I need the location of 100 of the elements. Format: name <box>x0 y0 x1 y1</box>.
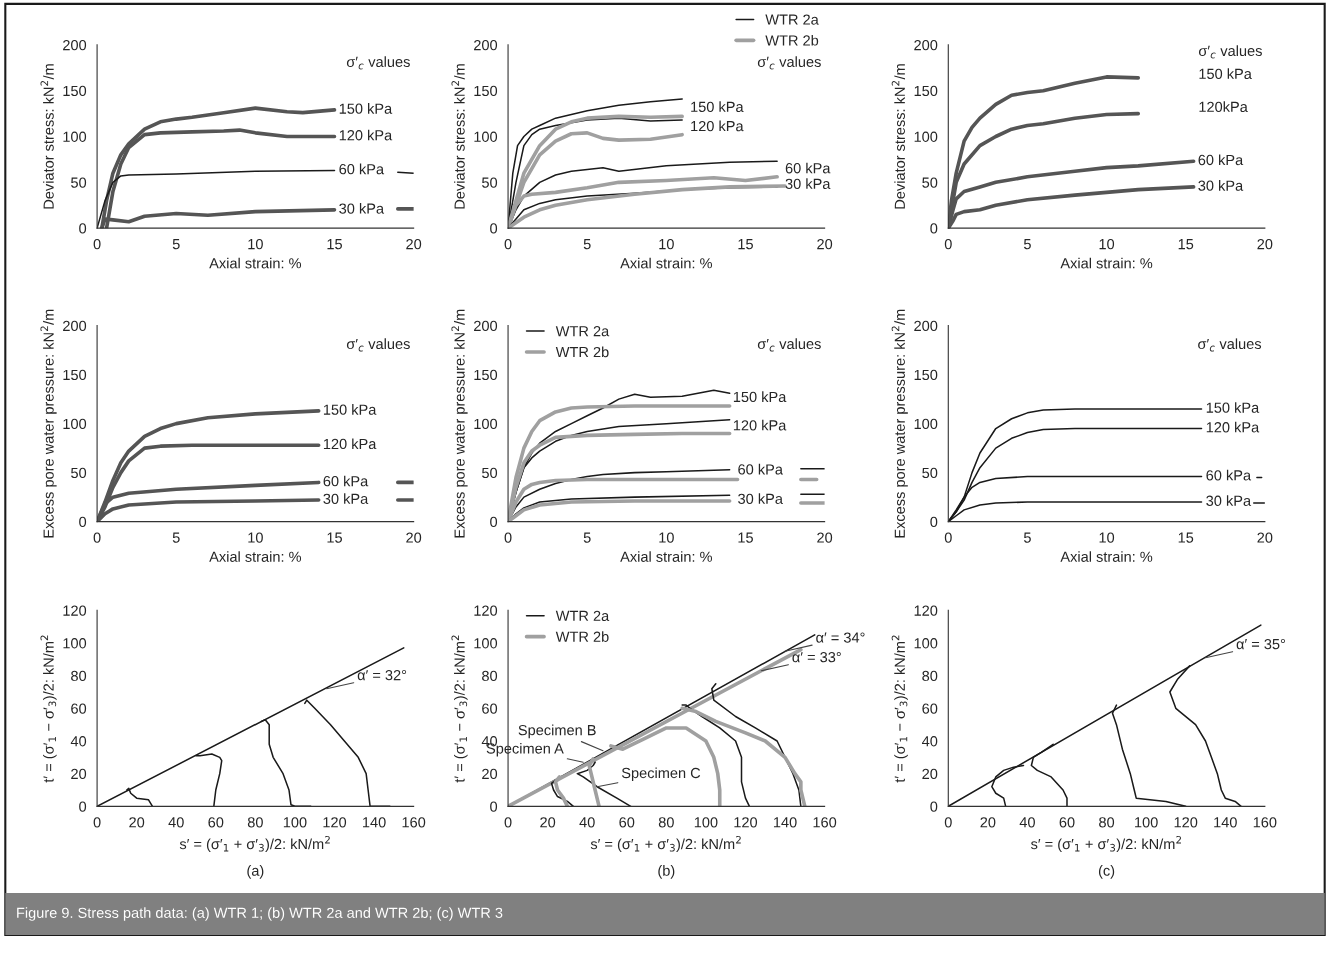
x-tick-label: 0 <box>504 238 512 250</box>
y-axis-title: Excess pore water pressure: kN$^{2}$/m <box>451 309 468 538</box>
x-tick-label: 20 <box>406 532 422 543</box>
x-tick-label: 20 <box>817 238 833 250</box>
x-tick-label: 15 <box>738 532 753 543</box>
annotation: 30 kPa <box>1198 180 1244 191</box>
y-tick-label: 120 <box>474 605 498 616</box>
y-tick-label: 150 <box>914 85 938 97</box>
x-tick-label: 0 <box>93 817 101 828</box>
text: (a) <box>247 865 264 879</box>
x-tick-label: 10 <box>1099 238 1115 250</box>
y-tick-label: 50 <box>922 177 938 188</box>
y-tick-label: 50 <box>71 467 87 479</box>
x-tick-label: 5 <box>583 532 591 543</box>
annotation: Specimen B <box>518 724 596 739</box>
y-tick-label: 0 <box>930 801 938 812</box>
annotation: 120 kPa <box>691 120 744 132</box>
x-axis-title: s′ = (σ′$_{1}$ + σ′$_{3}$)/2: kN/m$^{2}$ <box>179 835 330 853</box>
x-tick-label: 20 <box>540 817 556 828</box>
x-tick-label: 160 <box>402 817 426 828</box>
y-tick-label: 80 <box>922 670 938 682</box>
x-tick-label: 160 <box>1253 817 1277 828</box>
x-tick-label: 10 <box>659 532 674 543</box>
annotation: 150 kPa <box>1206 402 1260 413</box>
x-tick-label: 0 <box>93 238 101 250</box>
y-tick-label: 200 <box>914 320 938 332</box>
y-tick-label: 200 <box>63 320 87 332</box>
y-tick-label: 100 <box>474 638 498 649</box>
y-tick-label: 0 <box>490 801 498 812</box>
x-tick-label: 120 <box>323 817 347 828</box>
legend-label: WTR 2b <box>555 346 609 358</box>
y-axis-title: Deviator stress: kN$^{2}$/m <box>40 64 54 209</box>
y-tick-label: 80 <box>482 670 498 682</box>
annotation: 150 kPa <box>1199 68 1252 80</box>
legend-label: WTR 2a <box>555 610 610 622</box>
annotation: σ′$_{c}$ values <box>346 338 410 352</box>
x-tick-label: 140 <box>363 817 386 828</box>
y-tick-label: 120 <box>914 605 938 616</box>
annotation: 60 kPa <box>738 463 783 475</box>
annotation: σ′$_{c}$ values <box>346 56 410 70</box>
x-tick-label: 100 <box>694 817 718 828</box>
x-tick-label: 5 <box>583 239 591 250</box>
x-axis-title: Axial strain: % <box>209 257 302 269</box>
y-tick-label: 50 <box>482 177 498 188</box>
annotation: 120 kPa <box>1206 421 1260 433</box>
annotation: 30 kPa <box>323 493 369 504</box>
y-axis-title: Deviator stress: kN$^{2}$/m <box>451 64 465 209</box>
x-tick-label: 120 <box>1174 817 1198 828</box>
x-tick-label: 10 <box>248 532 263 543</box>
x-axis-title: s′ = (σ′$_{1}$ + σ′$_{3}$)/2: kN/m$^{2}$ <box>590 835 741 853</box>
annotation: 150 kPa <box>691 101 744 112</box>
y-tick-label: 150 <box>63 85 87 97</box>
annotation: 120 kPa <box>339 129 393 141</box>
x-tick-label: 80 <box>1099 817 1115 828</box>
annotation: α′ = 34° <box>816 632 865 643</box>
x-tick-label: 15 <box>327 239 342 250</box>
y-axis-title: Excess pore water pressure: kN$^{2}$/m <box>891 309 908 538</box>
x-tick-label: 15 <box>1178 239 1194 250</box>
x-axis-title: Axial strain: % <box>209 551 302 562</box>
x-tick-label: 0 <box>93 532 101 543</box>
x-tick-label: 40 <box>579 817 595 828</box>
x-tick-label: 5 <box>1023 532 1031 543</box>
x-tick-label: 15 <box>1178 532 1194 543</box>
x-tick-label: 120 <box>734 817 758 828</box>
x-tick-label: 0 <box>504 532 512 543</box>
y-tick-label: 80 <box>71 670 87 682</box>
y-tick-label: 60 <box>71 703 87 714</box>
y-tick-label: 100 <box>474 131 498 142</box>
x-tick-label: 5 <box>172 532 180 543</box>
annotation: 60 kPa <box>323 475 369 487</box>
x-tick-label: 140 <box>773 817 797 828</box>
y-tick-label: 50 <box>71 177 87 188</box>
annotation: 150 kPa <box>733 391 787 403</box>
y-tick-label: 0 <box>930 516 938 528</box>
x-tick-label: 100 <box>283 817 307 828</box>
annotation: 30 kPa <box>738 493 783 504</box>
annotation: 30 kPa <box>785 178 831 189</box>
x-tick-label: 10 <box>248 238 263 250</box>
annotation: 120 kPa <box>323 438 377 450</box>
y-axis-title: t′ = (σ′$_{1}$ − σ′$_{3}$)/2: kN/m$^{2}$ <box>40 635 57 783</box>
y-tick-label: 0 <box>490 223 498 234</box>
x-tick-label: 20 <box>406 238 422 250</box>
x-axis-title: Axial strain: % <box>620 257 713 269</box>
x-tick-label: 0 <box>944 238 952 250</box>
y-tick-label: 100 <box>914 131 938 142</box>
y-tick-label: 0 <box>79 801 87 812</box>
y-tick-label: 200 <box>474 39 498 51</box>
y-tick-label: 20 <box>482 768 498 780</box>
annotation: 60 kPa <box>1206 469 1252 481</box>
annotation: 120 kPa <box>733 419 787 431</box>
y-tick-label: 100 <box>63 131 87 142</box>
x-tick-label: 0 <box>944 817 952 828</box>
x-tick-label: 15 <box>738 239 753 250</box>
y-tick-label: 200 <box>914 39 938 51</box>
annotation: Specimen C <box>621 767 701 782</box>
x-tick-label: 160 <box>813 817 837 828</box>
legend-label: WTR 2b <box>765 34 819 46</box>
annotation: σ′$_{c}$ values <box>1198 338 1262 352</box>
x-tick-label: 20 <box>1257 532 1273 543</box>
y-tick-label: 100 <box>914 418 938 430</box>
